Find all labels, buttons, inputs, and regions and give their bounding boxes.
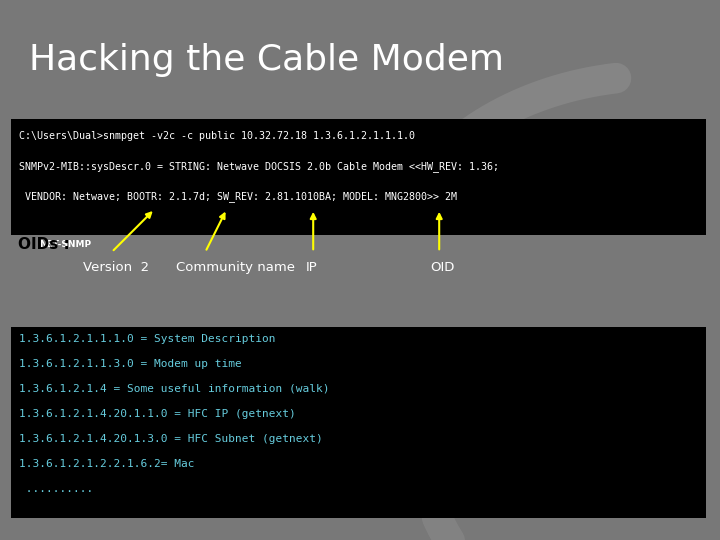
Text: 1.3.6.1.2.1.4 = Some useful information (walk): 1.3.6.1.2.1.4 = Some useful information … — [19, 384, 330, 394]
Text: ..........: .......... — [19, 484, 94, 494]
Text: Community name: Community name — [176, 261, 295, 274]
Text: IP: IP — [306, 261, 318, 274]
Text: 1.3.6.1.2.1.1.3.0 = Modem up time: 1.3.6.1.2.1.1.3.0 = Modem up time — [19, 359, 242, 369]
FancyBboxPatch shape — [11, 119, 706, 235]
FancyBboxPatch shape — [11, 327, 706, 518]
Text: NET-SNMP: NET-SNMP — [40, 240, 91, 248]
Text: 1.3.6.1.2.1.4.20.1.3.0 = HFC Subnet (getnext): 1.3.6.1.2.1.4.20.1.3.0 = HFC Subnet (get… — [19, 434, 323, 444]
Text: SNMPv2-MIB::sysDescr.0 = STRING: Netwave DOCSIS 2.0b Cable Modem <<HW_REV: 1.36;: SNMPv2-MIB::sysDescr.0 = STRING: Netwave… — [19, 161, 500, 172]
FancyBboxPatch shape — [0, 235, 720, 327]
Text: OIDs :: OIDs : — [18, 237, 70, 252]
Text: 1.3.6.1.2.1.1.1.0 = System Description: 1.3.6.1.2.1.1.1.0 = System Description — [19, 334, 276, 343]
Text: 1.3.6.1.2.1.2.2.1.6.2= Mac: 1.3.6.1.2.1.2.2.1.6.2= Mac — [19, 459, 195, 469]
Text: Version  2: Version 2 — [83, 261, 149, 274]
Text: 1.3.6.1.2.1.4.20.1.1.0 = HFC IP (getnext): 1.3.6.1.2.1.4.20.1.1.0 = HFC IP (getnext… — [19, 409, 296, 419]
Text: VENDOR: Netwave; BOOTR: 2.1.7d; SW_REV: 2.81.1010BA; MODEL: MNG2800>> 2M: VENDOR: Netwave; BOOTR: 2.1.7d; SW_REV: … — [19, 191, 457, 202]
Text: Hacking the Cable Modem: Hacking the Cable Modem — [29, 43, 504, 77]
Text: C:\Users\Dual>snmpget -v2c -c public 10.32.72.18 1.3.6.1.2.1.1.1.0: C:\Users\Dual>snmpget -v2c -c public 10.… — [19, 131, 415, 141]
Text: OID: OID — [431, 261, 455, 274]
